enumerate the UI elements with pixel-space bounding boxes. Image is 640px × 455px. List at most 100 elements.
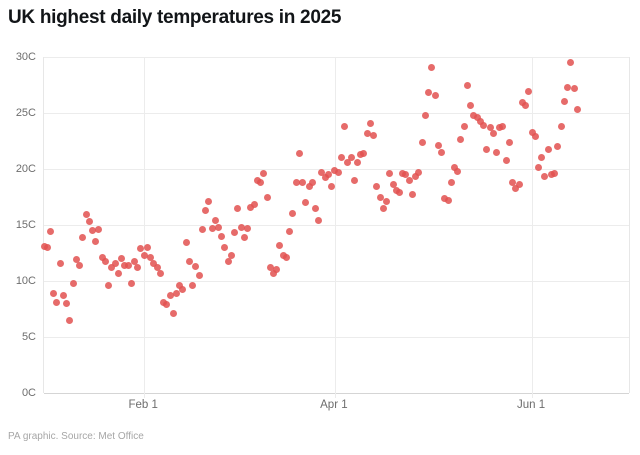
data-point xyxy=(522,101,530,109)
data-point xyxy=(134,264,142,272)
data-point xyxy=(250,201,258,209)
month-gridline xyxy=(532,57,534,398)
x-tick-label: Feb 1 xyxy=(128,399,158,411)
data-point xyxy=(554,143,562,151)
data-point xyxy=(234,204,242,212)
data-point xyxy=(444,196,452,204)
data-point xyxy=(98,253,106,261)
data-point xyxy=(557,122,565,130)
data-point xyxy=(337,154,345,162)
data-point xyxy=(179,286,187,294)
data-point xyxy=(56,259,64,267)
data-point xyxy=(311,204,319,212)
data-point xyxy=(431,91,439,99)
data-point xyxy=(447,178,455,186)
data-point xyxy=(205,197,213,205)
data-point xyxy=(173,289,180,297)
data-point xyxy=(344,158,352,166)
gridline xyxy=(44,225,629,226)
data-point xyxy=(101,258,109,266)
data-point xyxy=(88,227,96,235)
data-point xyxy=(308,178,316,186)
data-point xyxy=(69,279,77,287)
x-axis-line xyxy=(44,393,629,394)
data-point xyxy=(334,168,342,176)
data-point xyxy=(315,217,323,225)
data-point xyxy=(198,225,206,233)
data-point xyxy=(573,106,581,114)
data-point xyxy=(211,217,219,225)
data-point xyxy=(560,98,568,106)
data-point xyxy=(282,253,290,261)
data-point xyxy=(473,113,481,121)
data-point xyxy=(366,119,374,127)
data-point xyxy=(286,228,294,236)
scatter-chart: 30C 25C 20C 15C 10C 5C 0C Feb 1 Apr 1 Ju… xyxy=(15,51,630,411)
data-point xyxy=(321,174,329,182)
data-point xyxy=(114,269,122,277)
data-point xyxy=(166,292,174,300)
data-point xyxy=(63,299,71,307)
x-tick-label: Jun 1 xyxy=(516,399,546,411)
data-point xyxy=(425,89,433,97)
data-point xyxy=(463,81,471,89)
data-point xyxy=(85,218,93,226)
data-point xyxy=(373,183,381,191)
data-point xyxy=(415,168,423,176)
data-point xyxy=(567,59,575,67)
data-point xyxy=(289,210,297,218)
data-point xyxy=(202,206,210,214)
data-point xyxy=(269,269,277,277)
y-tick-label: 25C xyxy=(15,107,36,119)
data-point xyxy=(153,264,161,272)
data-point xyxy=(489,129,497,137)
data-point xyxy=(140,251,148,259)
data-point xyxy=(299,178,307,186)
data-point xyxy=(95,225,103,233)
data-point xyxy=(163,301,171,309)
data-point xyxy=(360,149,368,157)
data-point xyxy=(544,146,552,154)
data-point xyxy=(257,178,265,186)
data-point xyxy=(305,183,313,191)
data-point xyxy=(492,148,500,156)
data-point xyxy=(412,173,420,181)
data-point xyxy=(480,121,488,129)
x-tick-label: Apr 1 xyxy=(320,399,348,411)
data-point xyxy=(570,84,578,92)
data-point xyxy=(260,169,268,177)
data-point xyxy=(92,238,100,246)
data-point xyxy=(405,176,413,184)
data-point xyxy=(531,133,539,141)
data-point xyxy=(266,264,274,272)
y-tick-label: 15C xyxy=(15,219,36,231)
data-point xyxy=(370,131,378,139)
y-tick-label: 20C xyxy=(15,163,36,175)
data-point xyxy=(182,239,190,247)
data-point xyxy=(512,184,520,192)
data-point xyxy=(295,149,303,157)
data-point xyxy=(247,203,255,211)
data-point xyxy=(350,176,358,184)
data-point xyxy=(176,281,184,289)
data-point xyxy=(428,63,436,71)
source-attribution: PA graphic. Source: Met Office xyxy=(8,431,144,442)
data-point xyxy=(111,259,119,267)
data-point xyxy=(240,233,248,241)
gridline xyxy=(44,337,629,338)
data-point xyxy=(525,88,533,96)
data-point xyxy=(535,164,542,172)
data-point xyxy=(528,128,536,136)
data-point xyxy=(538,154,546,162)
data-point xyxy=(551,169,559,177)
data-point xyxy=(108,264,116,272)
data-point xyxy=(564,83,572,91)
data-point xyxy=(328,183,336,191)
y-tick-label: 30C xyxy=(15,51,36,63)
plot-area xyxy=(40,57,630,398)
data-point xyxy=(402,171,410,179)
data-point xyxy=(363,129,371,137)
data-point xyxy=(221,243,229,251)
y-tick-label: 5C xyxy=(21,331,36,343)
data-point xyxy=(185,258,193,266)
